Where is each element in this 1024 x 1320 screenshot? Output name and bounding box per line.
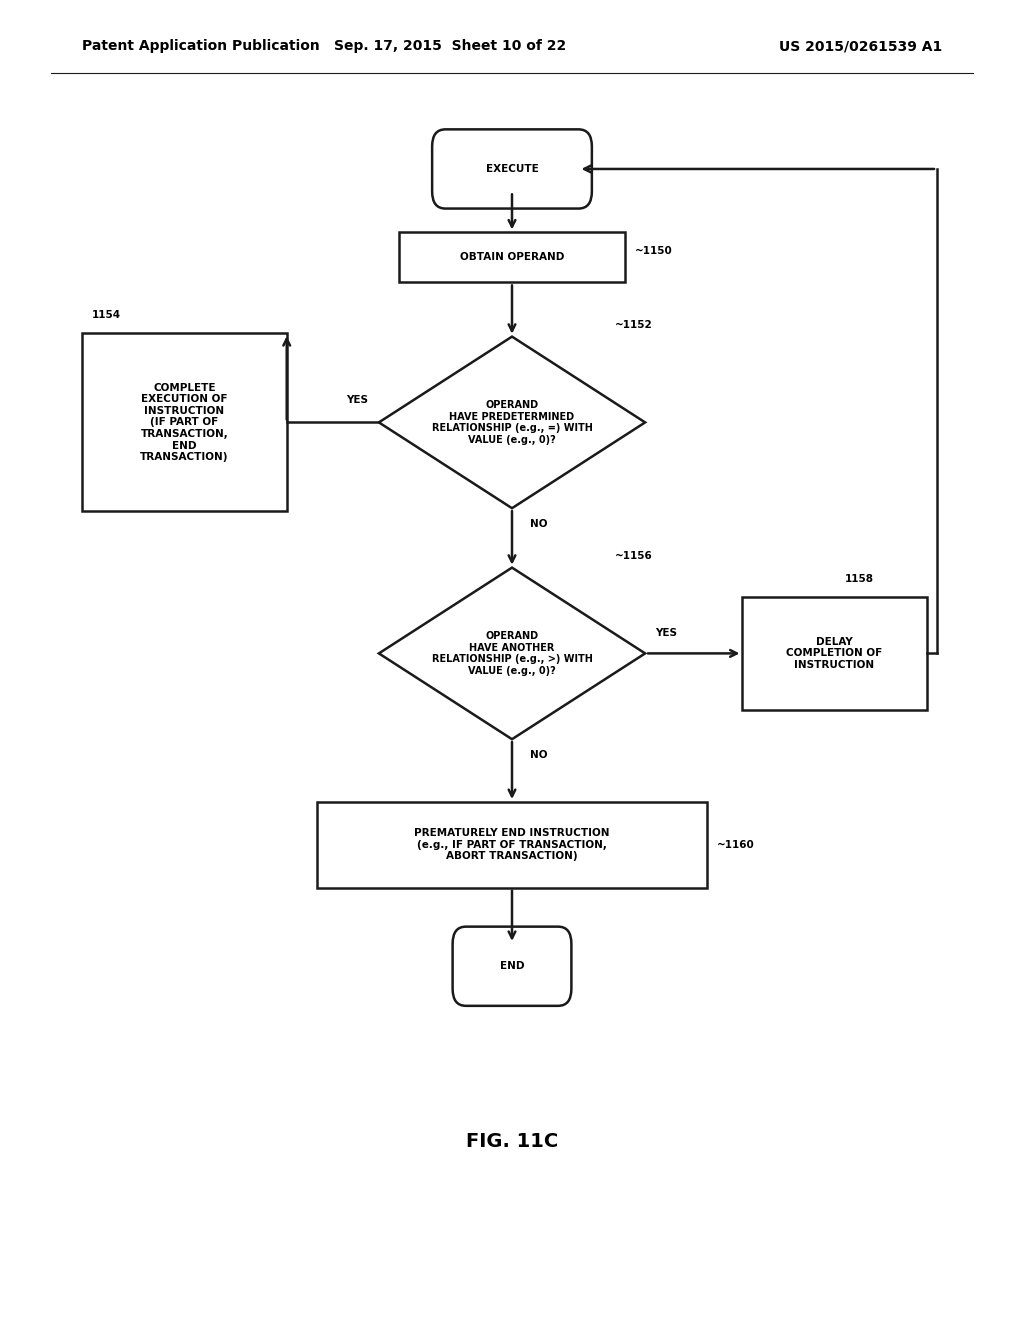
Text: COMPLETE
EXECUTION OF
INSTRUCTION
(IF PART OF
TRANSACTION,
END
TRANSACTION): COMPLETE EXECUTION OF INSTRUCTION (IF PA…: [140, 383, 228, 462]
Text: OPERAND
HAVE PREDETERMINED
RELATIONSHIP (e.g., =) WITH
VALUE (e.g., 0)?: OPERAND HAVE PREDETERMINED RELATIONSHIP …: [431, 400, 593, 445]
Text: PREMATURELY END INSTRUCTION
(e.g., IF PART OF TRANSACTION,
ABORT TRANSACTION): PREMATURELY END INSTRUCTION (e.g., IF PA…: [415, 828, 609, 862]
Text: NO: NO: [530, 750, 548, 760]
Text: ~1150: ~1150: [635, 246, 673, 256]
Text: 1158: 1158: [845, 574, 873, 583]
FancyBboxPatch shape: [453, 927, 571, 1006]
Text: ~1156: ~1156: [614, 550, 652, 561]
Text: ~1152: ~1152: [614, 319, 652, 330]
Text: OBTAIN OPERAND: OBTAIN OPERAND: [460, 252, 564, 263]
Text: Patent Application Publication: Patent Application Publication: [82, 40, 319, 53]
Text: OPERAND
HAVE ANOTHER
RELATIONSHIP (e.g., >) WITH
VALUE (e.g., 0)?: OPERAND HAVE ANOTHER RELATIONSHIP (e.g.,…: [431, 631, 593, 676]
FancyBboxPatch shape: [317, 801, 707, 887]
FancyBboxPatch shape: [742, 597, 927, 710]
Text: YES: YES: [655, 627, 677, 638]
Polygon shape: [379, 337, 645, 508]
Text: NO: NO: [530, 519, 548, 529]
Text: US 2015/0261539 A1: US 2015/0261539 A1: [779, 40, 942, 53]
FancyBboxPatch shape: [399, 232, 625, 282]
Polygon shape: [379, 568, 645, 739]
Text: END: END: [500, 961, 524, 972]
Text: Sep. 17, 2015  Sheet 10 of 22: Sep. 17, 2015 Sheet 10 of 22: [335, 40, 566, 53]
FancyBboxPatch shape: [432, 129, 592, 209]
FancyBboxPatch shape: [82, 333, 287, 511]
Text: EXECUTE: EXECUTE: [485, 164, 539, 174]
Text: DELAY
COMPLETION OF
INSTRUCTION: DELAY COMPLETION OF INSTRUCTION: [786, 636, 883, 671]
Text: FIG. 11C: FIG. 11C: [466, 1133, 558, 1151]
Text: YES: YES: [347, 395, 369, 405]
Text: 1154: 1154: [92, 310, 121, 319]
Text: ~1160: ~1160: [717, 840, 755, 850]
